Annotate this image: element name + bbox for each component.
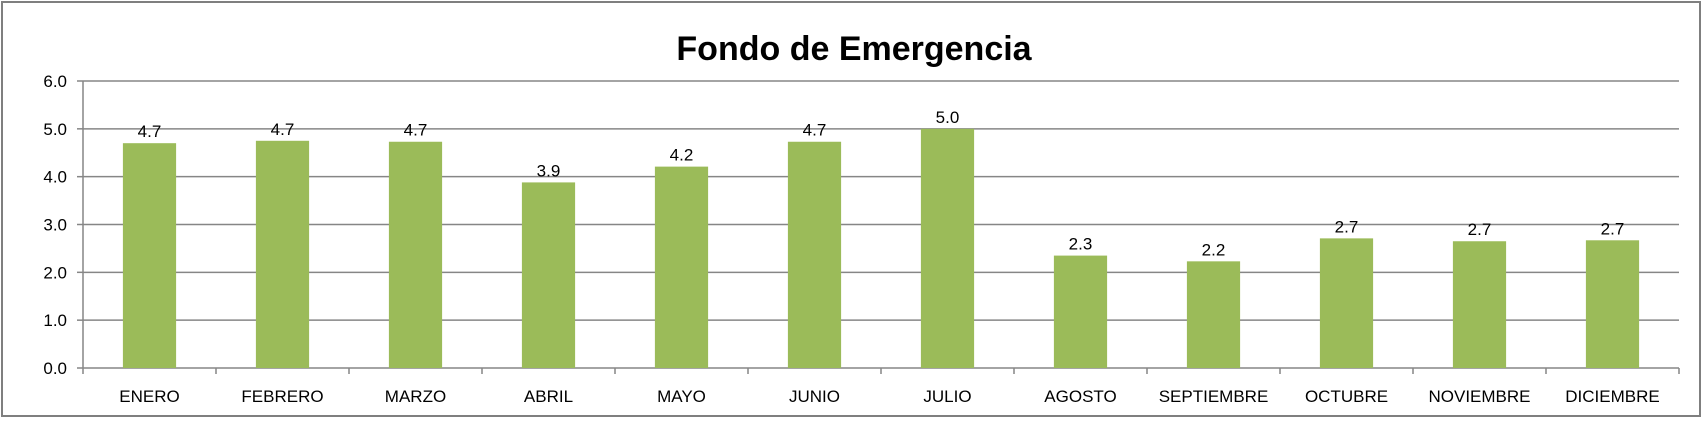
x-tick-label: DICIEMBRE bbox=[1565, 387, 1659, 406]
bar bbox=[1053, 255, 1108, 368]
bar-chart: Fondo de Emergencia 0.0 1.0 2.0 3.0 4.0 5.0 6.… bbox=[43, 30, 1680, 406]
data-label: 3.9 bbox=[537, 161, 561, 180]
x-axis-ticks: ENERO FEBRERO MARZO ABRIL MAYO JUNIO JULIO AGOS… bbox=[119, 387, 1659, 406]
y-tick-label: 3.0 bbox=[43, 216, 67, 235]
x-tick-label: MARZO bbox=[385, 387, 446, 406]
chart-title: Fondo de Emergencia bbox=[676, 30, 1032, 68]
y-tick-label: 1.0 bbox=[43, 311, 67, 330]
data-label: 2.3 bbox=[1069, 235, 1093, 254]
x-tick-label: ABRIL bbox=[524, 387, 573, 406]
x-tick-label: FEBRERO bbox=[241, 387, 323, 406]
data-label: 4.7 bbox=[404, 121, 428, 140]
y-tick-label: 5.0 bbox=[43, 120, 67, 139]
data-label: 4.7 bbox=[138, 122, 162, 141]
data-label: 2.2 bbox=[1202, 240, 1226, 259]
y-tick-label: 6.0 bbox=[43, 72, 67, 91]
data-label: 4.7 bbox=[271, 120, 295, 139]
bar bbox=[1452, 241, 1507, 368]
data-label: 2.7 bbox=[1335, 217, 1359, 236]
gridlines bbox=[77, 80, 1680, 374]
x-tick-label: ENERO bbox=[119, 387, 179, 406]
bar bbox=[122, 143, 177, 368]
x-tick-label: JULIO bbox=[923, 387, 971, 406]
data-label: 2.7 bbox=[1468, 220, 1492, 239]
data-label: 4.2 bbox=[670, 146, 694, 165]
data-labels: 4.7 4.7 4.7 3.9 4.2 4.7 5.0 2.3 2.2 2.7 2.7 2.7 bbox=[138, 108, 1625, 259]
bar bbox=[920, 128, 975, 368]
bar bbox=[654, 166, 709, 368]
data-label: 5.0 bbox=[936, 108, 960, 127]
y-axis-ticks: 0.0 1.0 2.0 3.0 4.0 5.0 6.0 bbox=[43, 72, 67, 378]
bar bbox=[1186, 261, 1241, 368]
x-tick-label: AGOSTO bbox=[1044, 387, 1116, 406]
x-tick-label: JUNIO bbox=[789, 387, 840, 406]
x-tick-label: NOVIEMBRE bbox=[1428, 387, 1530, 406]
y-tick-label: 2.0 bbox=[43, 263, 67, 282]
x-tick-label: MAYO bbox=[657, 387, 706, 406]
x-tick-label: SEPTIEMBRE bbox=[1159, 387, 1269, 406]
bar bbox=[787, 141, 842, 368]
bar bbox=[388, 141, 443, 368]
bar bbox=[255, 140, 310, 368]
data-label: 2.7 bbox=[1601, 219, 1625, 238]
data-label: 4.7 bbox=[803, 121, 827, 140]
bar bbox=[521, 182, 576, 368]
bars bbox=[122, 128, 1640, 368]
bar bbox=[1319, 238, 1374, 368]
y-tick-label: 4.0 bbox=[43, 168, 67, 187]
y-tick-label: 0.0 bbox=[43, 359, 67, 378]
bar bbox=[1585, 240, 1640, 368]
x-tick-label: OCTUBRE bbox=[1305, 387, 1388, 406]
